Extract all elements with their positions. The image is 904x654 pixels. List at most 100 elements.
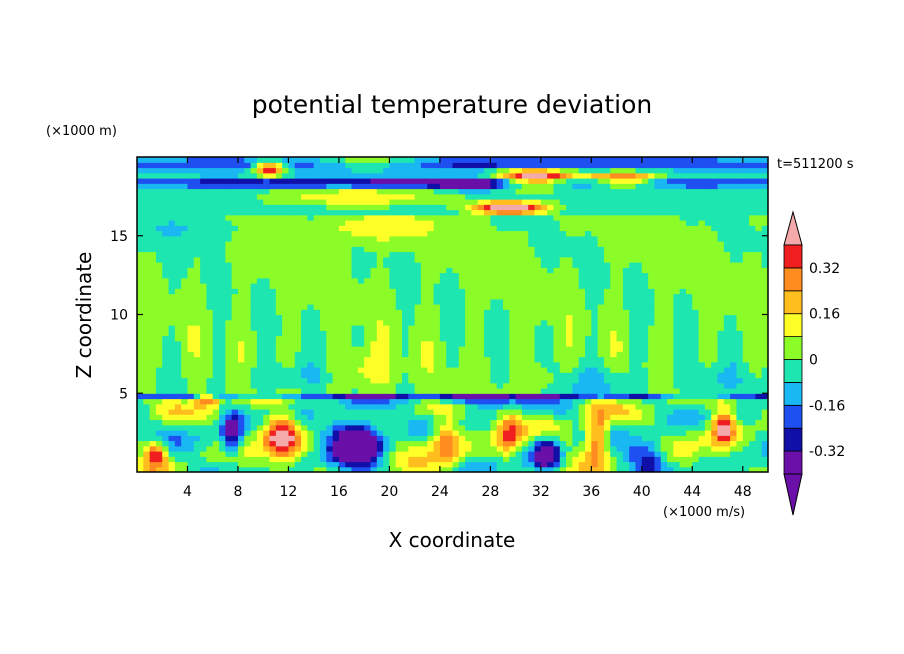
heatmap-cell xyxy=(484,430,491,436)
heatmap-cell xyxy=(635,293,643,300)
heatmap-cell xyxy=(200,246,208,253)
heatmap-cell xyxy=(357,277,365,284)
heatmap-cell xyxy=(761,372,768,379)
heatmap-cell xyxy=(231,309,239,316)
heatmap-cell xyxy=(622,456,630,463)
heatmap-cell xyxy=(559,340,567,347)
heatmap-cell xyxy=(692,330,700,337)
heatmap-cell xyxy=(641,267,649,274)
heatmap-cell xyxy=(698,388,706,394)
heatmap-cell xyxy=(502,335,510,342)
heatmap-cell xyxy=(629,430,637,436)
heatmap-cell xyxy=(231,351,239,358)
heatmap-cell xyxy=(641,440,649,447)
heatmap-cell xyxy=(206,293,214,300)
heatmap-cell xyxy=(711,256,719,263)
heatmap-cell xyxy=(427,267,435,274)
heatmap-cell xyxy=(351,330,359,337)
heatmap-cell xyxy=(294,435,302,442)
heatmap-cell xyxy=(597,466,605,472)
heatmap-cell xyxy=(484,256,491,263)
heatmap-cell xyxy=(345,424,353,431)
heatmap-cell xyxy=(332,367,340,373)
heatmap-cell xyxy=(155,398,163,405)
heatmap-cell xyxy=(591,377,599,384)
heatmap-cell xyxy=(704,367,712,373)
heatmap-cell xyxy=(616,388,624,394)
heatmap-cell xyxy=(742,430,750,436)
heatmap-cell xyxy=(730,346,738,352)
heatmap-cell xyxy=(484,419,491,426)
heatmap-cell xyxy=(528,424,536,431)
heatmap-cell xyxy=(301,209,308,216)
heatmap-cell xyxy=(206,256,214,263)
heatmap-cell xyxy=(427,440,435,447)
heatmap-cell xyxy=(420,214,428,221)
heatmap-cell xyxy=(610,298,618,305)
heatmap-cell xyxy=(742,356,750,363)
heatmap-cell xyxy=(654,466,662,472)
heatmap-cell xyxy=(597,430,605,436)
heatmap-cell xyxy=(698,451,706,457)
heatmap-cell xyxy=(383,283,390,289)
heatmap-cell xyxy=(502,220,510,226)
heatmap-cell xyxy=(477,230,485,237)
heatmap-cell xyxy=(610,256,618,263)
heatmap-cell xyxy=(408,298,416,305)
heatmap-cell xyxy=(420,340,428,347)
heatmap-cell xyxy=(395,272,403,279)
heatmap-cell xyxy=(219,367,226,373)
heatmap-cell xyxy=(269,262,277,268)
heatmap-cell xyxy=(547,445,555,452)
heatmap-cell xyxy=(389,466,397,472)
heatmap-cell xyxy=(685,403,693,410)
heatmap-cell xyxy=(181,356,189,363)
heatmap-cell xyxy=(149,267,157,274)
heatmap-cell xyxy=(319,272,327,279)
heatmap-cell xyxy=(578,288,586,295)
heatmap-cell xyxy=(559,424,567,431)
heatmap-cell xyxy=(660,424,668,431)
heatmap-cell xyxy=(162,372,170,379)
heatmap-cell xyxy=(553,382,561,389)
heatmap-cell xyxy=(256,277,264,284)
heatmap-cell xyxy=(137,335,144,342)
heatmap-cell xyxy=(402,325,409,331)
heatmap-cell xyxy=(168,235,176,242)
heatmap-cell xyxy=(294,319,302,326)
heatmap-cell xyxy=(212,377,220,384)
heatmap-cell xyxy=(376,283,384,289)
heatmap-cell xyxy=(288,288,296,295)
heatmap-cell xyxy=(244,377,252,384)
heatmap-cell xyxy=(212,361,220,368)
heatmap-cell xyxy=(162,298,170,305)
heatmap-cell xyxy=(679,214,687,221)
heatmap-cell xyxy=(458,267,466,274)
heatmap-cell xyxy=(408,335,416,342)
heatmap-cell xyxy=(528,388,536,394)
heatmap-cell xyxy=(275,382,283,389)
heatmap-cell xyxy=(376,414,384,421)
heatmap-cell xyxy=(484,456,491,463)
heatmap-cell xyxy=(256,403,264,410)
heatmap-cell xyxy=(408,419,416,426)
heatmap-cell xyxy=(168,262,176,268)
heatmap-cell xyxy=(484,214,491,221)
heatmap-cell xyxy=(465,262,473,268)
heatmap-cell xyxy=(635,440,643,447)
heatmap-cell xyxy=(408,382,416,389)
heatmap-cell xyxy=(383,235,390,242)
heatmap-cell xyxy=(395,251,403,258)
heatmap-cell xyxy=(484,393,491,400)
heatmap-cell xyxy=(629,466,637,472)
heatmap-cell xyxy=(439,409,447,415)
heatmap-cell xyxy=(515,340,523,347)
heatmap-cell xyxy=(237,230,245,237)
heatmap-cell xyxy=(641,398,649,405)
heatmap-cell xyxy=(641,393,649,400)
heatmap-cell xyxy=(679,340,687,347)
heatmap-cell xyxy=(629,361,637,368)
heatmap-cell xyxy=(427,325,435,331)
heatmap-cell xyxy=(231,335,239,342)
heatmap-cell xyxy=(471,424,479,431)
